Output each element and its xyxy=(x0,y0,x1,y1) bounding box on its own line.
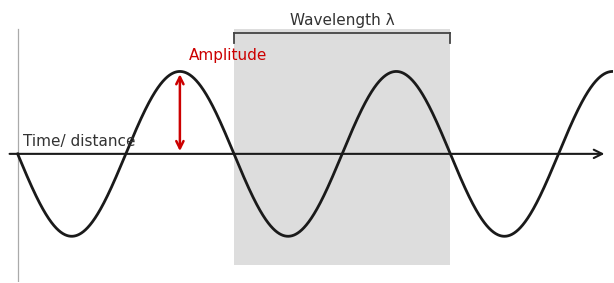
Text: Time/ distance: Time/ distance xyxy=(23,134,136,149)
Bar xyxy=(234,29,450,265)
Text: Wavelength λ: Wavelength λ xyxy=(290,13,394,28)
Text: Amplitude: Amplitude xyxy=(188,48,267,63)
